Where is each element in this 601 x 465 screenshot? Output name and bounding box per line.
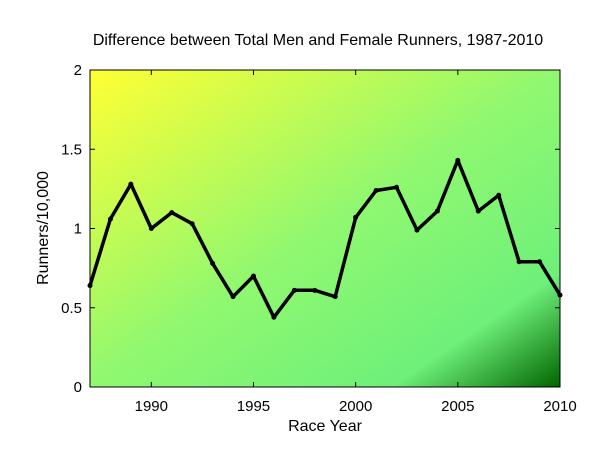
data-point — [537, 259, 543, 265]
data-point — [332, 294, 338, 300]
x-tick-label: 2005 — [441, 398, 474, 415]
data-point — [250, 273, 256, 279]
series-line — [88, 158, 562, 320]
data-point — [414, 227, 420, 233]
data-point — [516, 259, 522, 265]
data-point — [434, 208, 440, 214]
data-point — [230, 294, 236, 300]
x-axis-label: Race Year — [288, 418, 363, 435]
data-point — [557, 292, 563, 298]
y-tick-label: 1 — [74, 221, 82, 238]
data-point — [353, 214, 359, 220]
data-point — [148, 226, 154, 231]
y-tick-label: 2 — [74, 62, 82, 79]
y-tick-label: 1.5 — [61, 141, 82, 158]
data-point — [312, 287, 318, 293]
x-tick-label: 1995 — [237, 398, 270, 415]
x-tick-label: 1990 — [135, 398, 168, 415]
y-tick-label: 0.5 — [61, 300, 82, 317]
y-axis-label: Runners/10,000 — [35, 171, 52, 285]
x-axis: 1990 1995 2000 2005 2010 — [135, 70, 577, 415]
data-point — [373, 187, 379, 193]
data-point — [210, 260, 216, 266]
plot-area — [89, 69, 561, 388]
y-tick-label: 0 — [74, 379, 82, 396]
x-tick-label: 2000 — [339, 398, 372, 415]
data-point — [291, 287, 297, 293]
x-tick-label: 2010 — [543, 398, 576, 415]
data-point — [455, 157, 461, 163]
data-point — [107, 216, 113, 222]
data-point — [394, 184, 400, 190]
data-point — [189, 221, 195, 227]
data-point — [128, 181, 134, 187]
data-point — [271, 314, 277, 320]
data-point — [87, 283, 93, 289]
series-layer — [87, 157, 563, 320]
data-point — [496, 192, 502, 198]
chart-title: Difference between Total Men and Female … — [93, 32, 543, 49]
data-point — [169, 210, 175, 216]
data-point — [475, 208, 481, 214]
y-axis: 0 0.5 1 1.5 2 — [61, 62, 560, 396]
